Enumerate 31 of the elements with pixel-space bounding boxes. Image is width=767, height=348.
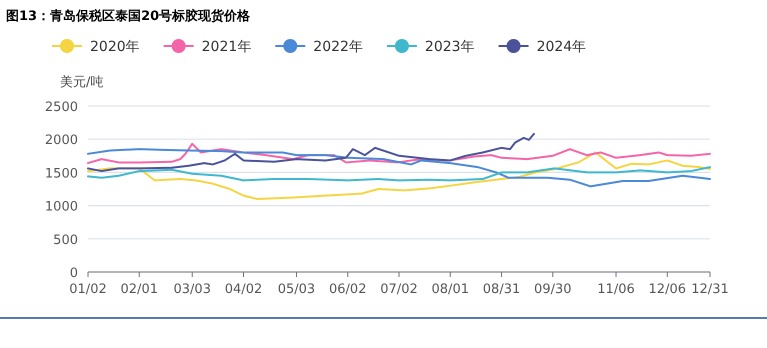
legend-label: 2023年 (424, 39, 475, 55)
x-tick-label: 03/03 (174, 282, 211, 297)
y-tick-label: 500 (53, 232, 78, 248)
y-tick-label: 1000 (44, 200, 78, 215)
chart-title: 图13：青岛保税区泰国20号标胶现货价格 (6, 8, 252, 24)
y-tick-label: 2500 (44, 100, 78, 115)
legend-label: 2021年 (202, 39, 252, 55)
x-tick-label: 04/02 (224, 282, 262, 297)
x-tick-label: 11/06 (597, 282, 635, 297)
legend-label: 2024年 (536, 39, 586, 55)
line-series (87, 148, 711, 188)
x-tick-label: 07/02 (380, 282, 418, 297)
x-tick-label: 06/02 (329, 282, 366, 297)
y-tick-label: 1500 (44, 166, 78, 182)
x-tick-label: 05/03 (278, 282, 316, 297)
y-axis-title: 美元/吨 (60, 74, 104, 90)
line-series (87, 166, 711, 182)
line-series (87, 142, 711, 164)
line-series (87, 151, 711, 200)
legend-label: 2022年 (313, 39, 363, 55)
x-tick-label: 08/31 (482, 282, 520, 297)
y-tick-label: 0 (70, 266, 78, 281)
x-tick-label: 12/06 (648, 282, 686, 297)
line-series (87, 132, 535, 172)
x-tick-label: 09/30 (534, 282, 572, 297)
x-tick-label: 01/02 (69, 282, 107, 297)
y-tick-label: 2000 (44, 133, 78, 148)
x-tick-label: 02/01 (120, 282, 158, 297)
x-tick-label: 08/01 (432, 282, 469, 297)
x-tick-label: 12/31 (691, 282, 729, 297)
legend-label: 2020年 (90, 39, 140, 55)
